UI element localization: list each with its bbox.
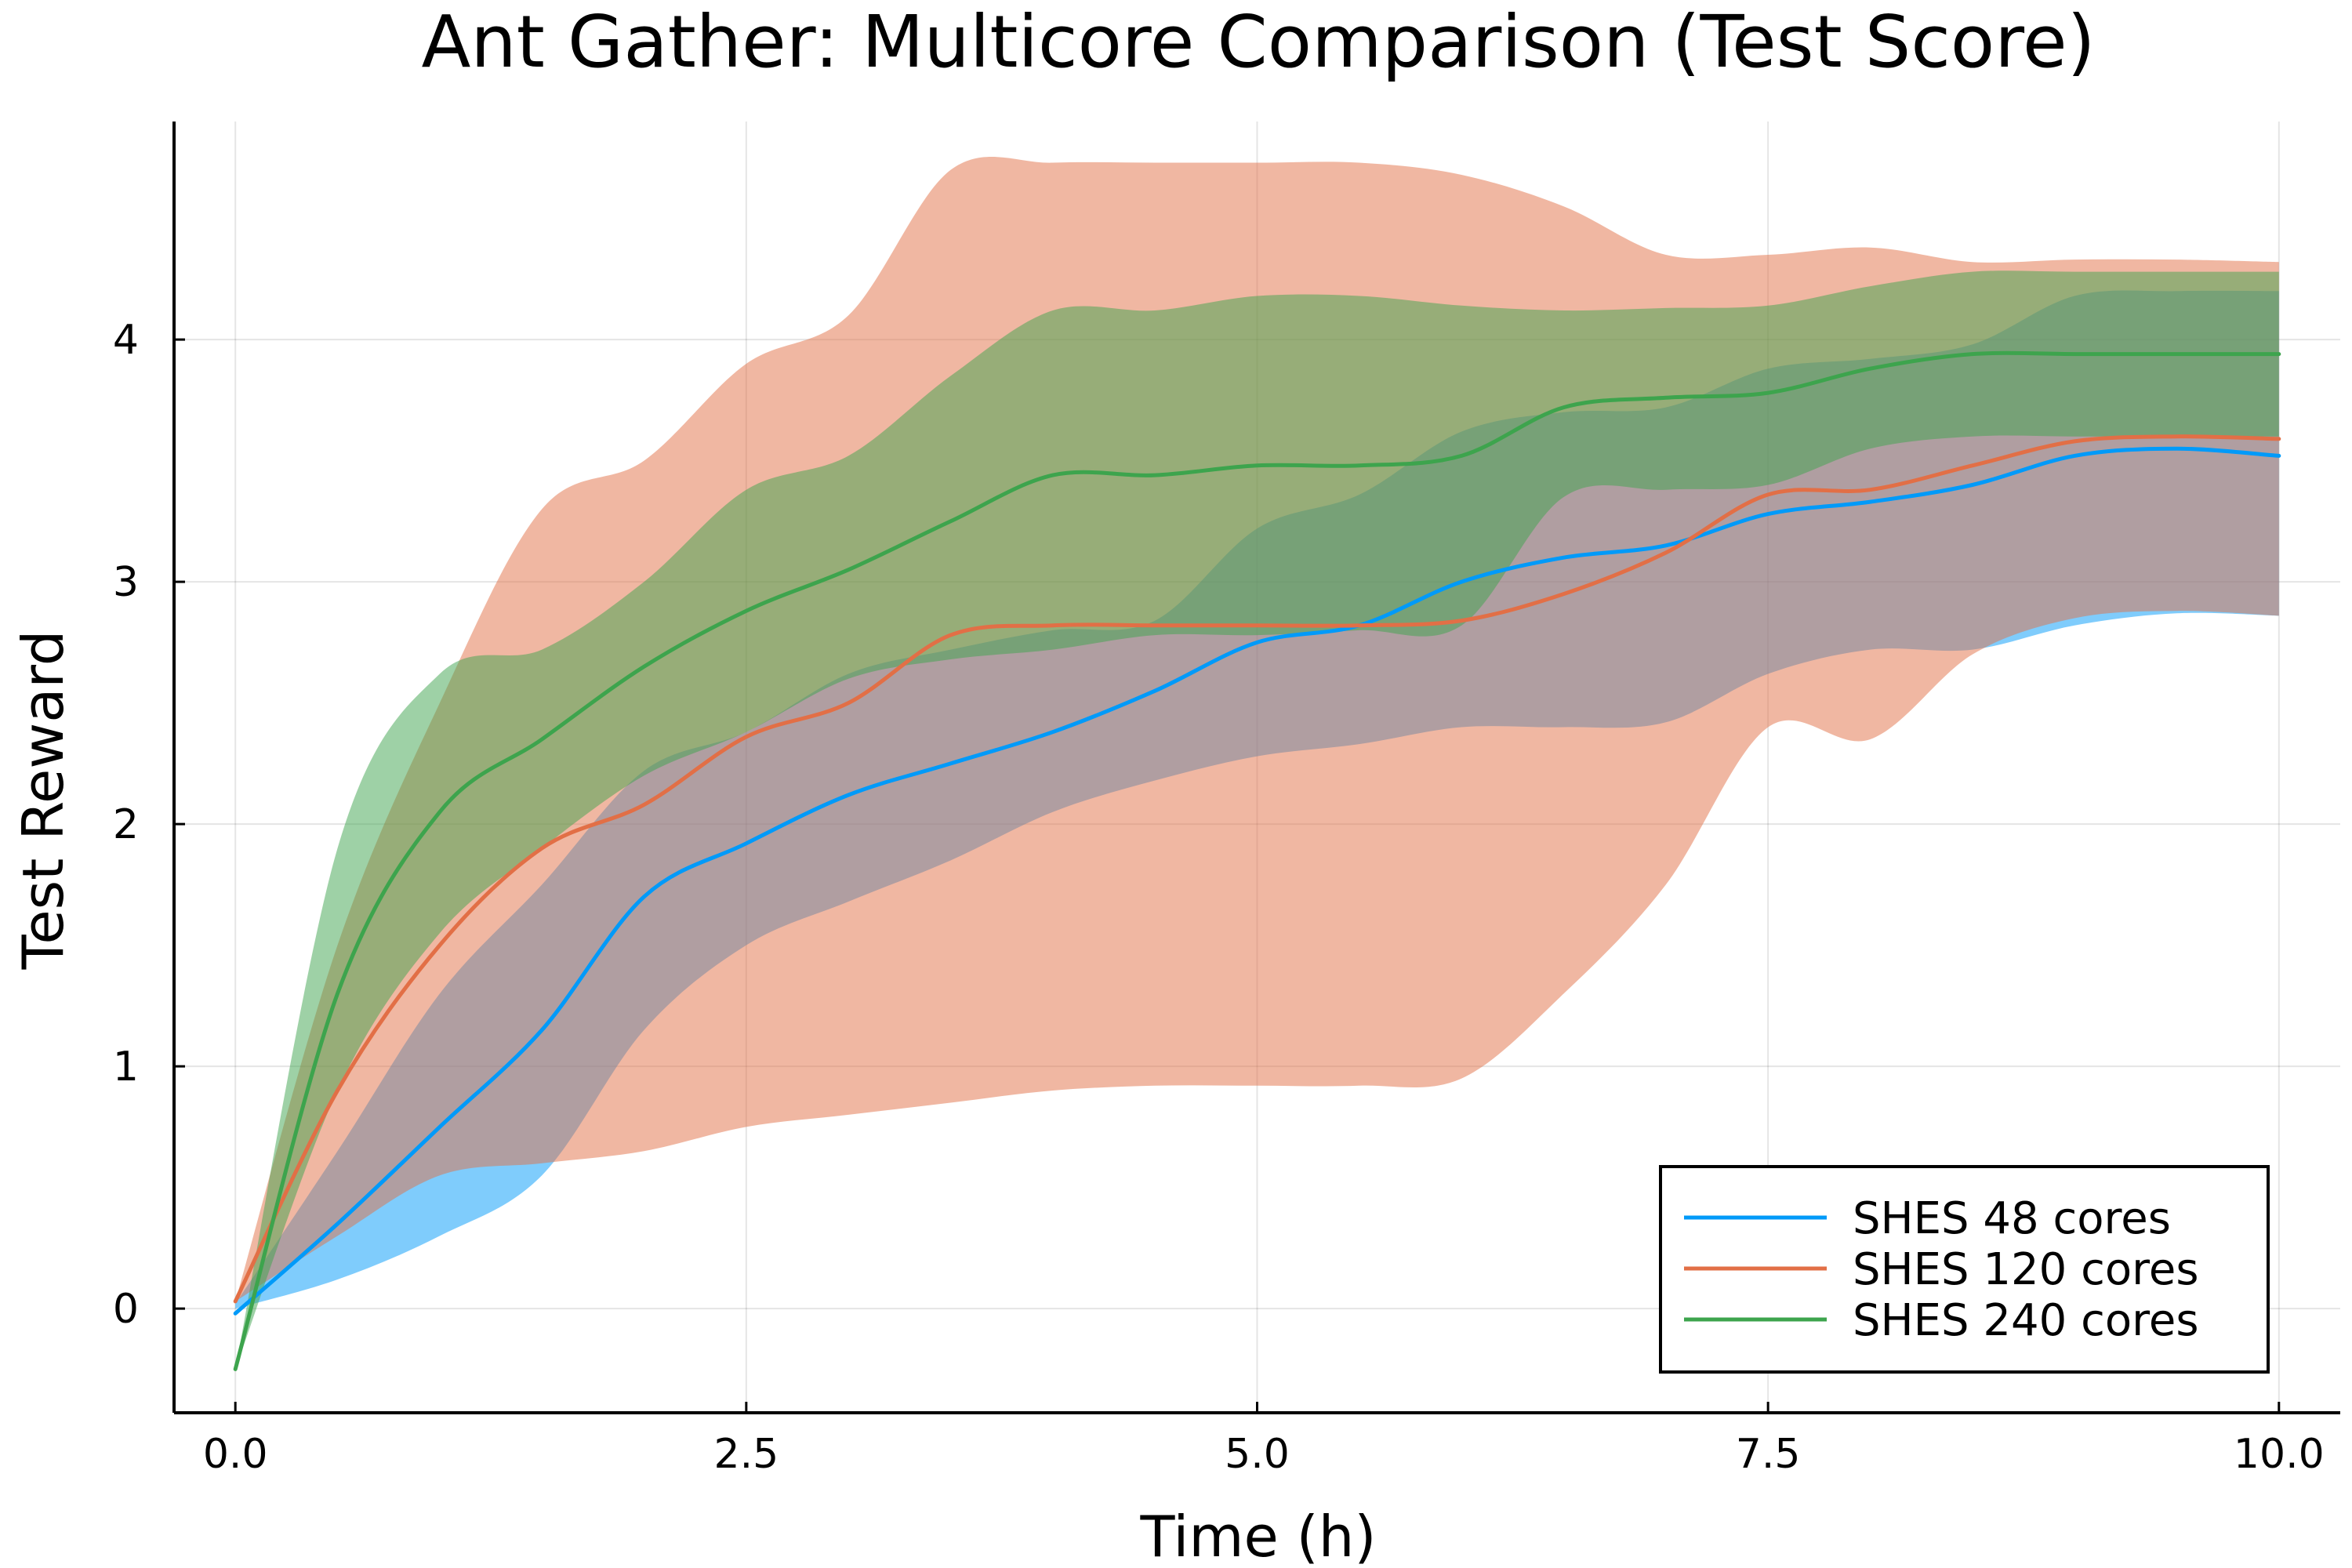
legend-label-shes-48-cores: SHES 48 cores — [1853, 1193, 2171, 1244]
x-tick-label: 2.5 — [713, 1431, 779, 1478]
confidence-bands — [235, 156, 2279, 1370]
shes-240-cores-band — [235, 270, 2279, 1370]
x-tick-label: 10.0 — [2234, 1431, 2325, 1478]
shes-48-cores-line — [233, 446, 2281, 1316]
y-tick-label: 2 — [113, 801, 139, 848]
y-tick-label: 0 — [113, 1286, 139, 1333]
series-lines — [233, 350, 2281, 1371]
y-tick-label: 1 — [113, 1044, 139, 1091]
shes-120-cores-line — [233, 434, 2281, 1304]
legend-label-shes-240-cores: SHES 240 cores — [1853, 1295, 2199, 1346]
x-tick-label: 0.0 — [203, 1431, 268, 1478]
legend-label-shes-120-cores: SHES 120 cores — [1853, 1244, 2199, 1295]
y-axis-label: Test Reward — [10, 630, 76, 971]
chart-title: Ant Gather: Multicore Comparison (Test S… — [421, 0, 2095, 84]
x-tick-label: 5.0 — [1225, 1431, 1290, 1478]
y-tick-label: 3 — [113, 559, 139, 606]
x-axis-label: Time (h) — [1140, 1504, 1377, 1568]
tick-labels: 0.0 2.5 5.0 7.5 10.0 0 1 2 3 4 — [113, 317, 2325, 1478]
x-tick-label: 7.5 — [1736, 1431, 1801, 1478]
y-tick-label: 4 — [113, 317, 139, 364]
shes-240-cores-line — [233, 350, 2281, 1371]
